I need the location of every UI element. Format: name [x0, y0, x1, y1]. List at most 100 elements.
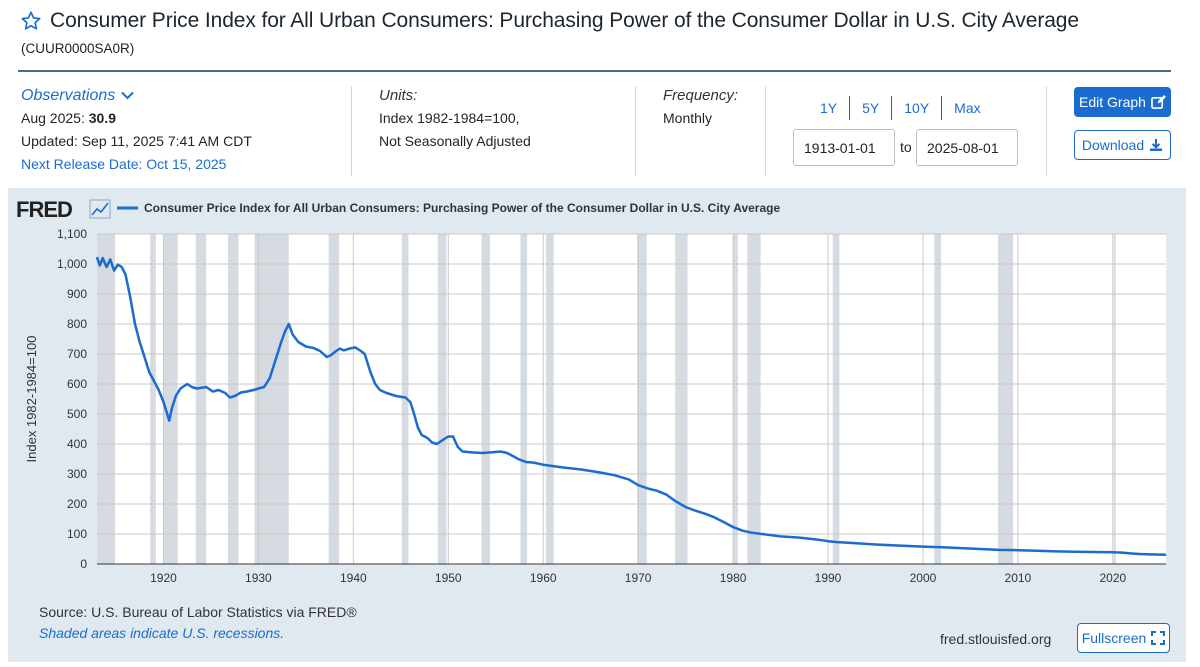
recession-band: [637, 234, 647, 564]
recession-band: [254, 234, 289, 564]
recession-band: [437, 234, 447, 564]
edit-graph-button[interactable]: Edit Graph: [1074, 87, 1171, 117]
latest-date: Aug 2025:: [21, 110, 85, 126]
recession-band: [520, 234, 528, 564]
units-line-2: Not Seasonally Adjusted: [379, 133, 531, 149]
x-tick-label: 2000: [910, 571, 937, 585]
units-block: Units: Index 1982-1984=100, Not Seasonal…: [379, 84, 531, 153]
observations-block: Observations Aug 2025: 30.9 Updated: Sep…: [21, 84, 252, 176]
y-tick-label: 0: [80, 557, 87, 571]
line-chart[interactable]: 0 100 200 300 400 500 600 700 800 900 1,000 1,100 19…: [8, 188, 1186, 662]
x-tick-label: 1990: [815, 571, 842, 585]
recession-band: [401, 234, 409, 564]
y-tick-label: 800: [67, 317, 87, 331]
download-label: Download: [1081, 137, 1145, 153]
divider: [1046, 86, 1047, 176]
chart-panel: 0 100 200 300 400 500 600 700 800 900 1,000 1,100 19…: [8, 188, 1186, 662]
download-button[interactable]: Download: [1074, 130, 1171, 160]
range-separator: [941, 96, 943, 120]
y-tick-label: 300: [67, 467, 87, 481]
next-release-link[interactable]: Next Release Date: Oct 15, 2025: [21, 156, 227, 172]
legend-label: Consumer Price Index for All Urban Consu…: [144, 201, 780, 215]
divider: [635, 86, 636, 176]
edit-icon: [1151, 95, 1166, 109]
edit-graph-label: Edit Graph: [1079, 94, 1146, 110]
title-row: Consumer Price Index for All Urban Consu…: [20, 9, 1079, 33]
recession-band: [195, 234, 207, 564]
range-max-button[interactable]: Max: [954, 100, 981, 116]
download-icon: [1150, 139, 1163, 151]
recession-band: [150, 234, 156, 564]
x-tick-label: 1930: [245, 571, 272, 585]
observations-label: Observations: [21, 87, 116, 104]
x-tick-label: 1960: [530, 571, 557, 585]
x-tick-label: 1920: [150, 571, 177, 585]
y-tick-label: 500: [67, 407, 87, 421]
range-1y-button[interactable]: 1Y: [820, 100, 838, 116]
recession-band: [747, 234, 761, 564]
fullscreen-label: Fullscreen: [1081, 630, 1147, 646]
range-5y-button[interactable]: 5Y: [862, 100, 880, 116]
fullscreen-button[interactable]: Fullscreen: [1077, 623, 1170, 653]
recession-band: [675, 234, 688, 564]
star-icon[interactable]: [20, 10, 42, 32]
y-tick-label: 100: [67, 527, 87, 541]
recession-band: [832, 234, 840, 564]
frequency-block: Frequency: Monthly: [663, 84, 738, 130]
x-tick-label: 1950: [435, 571, 462, 585]
source-text: Source: U.S. Bureau of Labor Statistics …: [39, 604, 357, 620]
recession-band: [163, 234, 178, 564]
fred-url-link[interactable]: fred.stlouisfed.org: [940, 631, 1052, 647]
units-label: Units:: [379, 87, 418, 104]
range-separator: [849, 96, 851, 120]
range-buttons: 1Y 5Y 10Y Max: [808, 96, 993, 120]
x-tick-label: 1980: [720, 571, 747, 585]
recession-band: [97, 234, 116, 564]
to-label: to: [900, 139, 912, 155]
updated-text: Updated: Sep 11, 2025 7:41 AM CDT: [21, 133, 252, 149]
x-tick-label: 1970: [625, 571, 652, 585]
fred-chart-icon-line: [91, 202, 109, 216]
y-tick-label: 200: [67, 497, 87, 511]
header-divider: [18, 70, 1171, 72]
fred-logo: FRED: [16, 197, 72, 222]
frequency-value: Monthly: [663, 110, 713, 126]
recession-band: [934, 234, 941, 564]
y-tick-label: 900: [67, 287, 87, 301]
y-tick-label: 400: [67, 437, 87, 451]
recession-band: [1113, 234, 1116, 564]
observations-dropdown[interactable]: Observations: [21, 84, 252, 107]
x-tick-label: 2020: [1099, 571, 1126, 585]
recession-band: [733, 234, 738, 564]
y-tick-label: 700: [67, 347, 87, 361]
series-id: (CUUR0000SA0R): [21, 41, 135, 56]
fred-chart-icon: [89, 199, 111, 219]
recession-band: [997, 234, 1014, 564]
x-tick-label: 1940: [340, 571, 367, 585]
start-date-input[interactable]: [793, 129, 895, 166]
chevron-down-icon: [121, 91, 134, 100]
divider: [351, 86, 352, 176]
page-title: Consumer Price Index for All Urban Consu…: [50, 9, 1079, 32]
y-tick-label: 600: [67, 377, 87, 391]
recession-band: [546, 234, 554, 564]
range-10y-button[interactable]: 10Y: [904, 100, 930, 116]
y-tick-label: 1,000: [57, 257, 87, 271]
range-separator: [891, 96, 893, 120]
end-date-input[interactable]: [916, 129, 1018, 166]
units-line-1: Index 1982-1984=100,: [379, 110, 520, 126]
y-axis-label: Index 1982-1984=100: [24, 336, 39, 463]
latest-observation: Aug 2025: 30.9: [21, 107, 252, 130]
recession-band: [228, 234, 239, 564]
recession-note: Shaded areas indicate U.S. recessions.: [39, 625, 285, 641]
frequency-label: Frequency:: [663, 87, 739, 104]
x-tick-label: 2010: [1005, 571, 1032, 585]
divider: [765, 86, 766, 176]
series-line: [95, 256, 1167, 556]
expand-icon: [1151, 631, 1166, 645]
y-tick-label: 1,100: [57, 227, 87, 241]
latest-value: 30.9: [88, 110, 116, 126]
recession-band: [328, 234, 340, 564]
recession-band: [481, 234, 491, 564]
